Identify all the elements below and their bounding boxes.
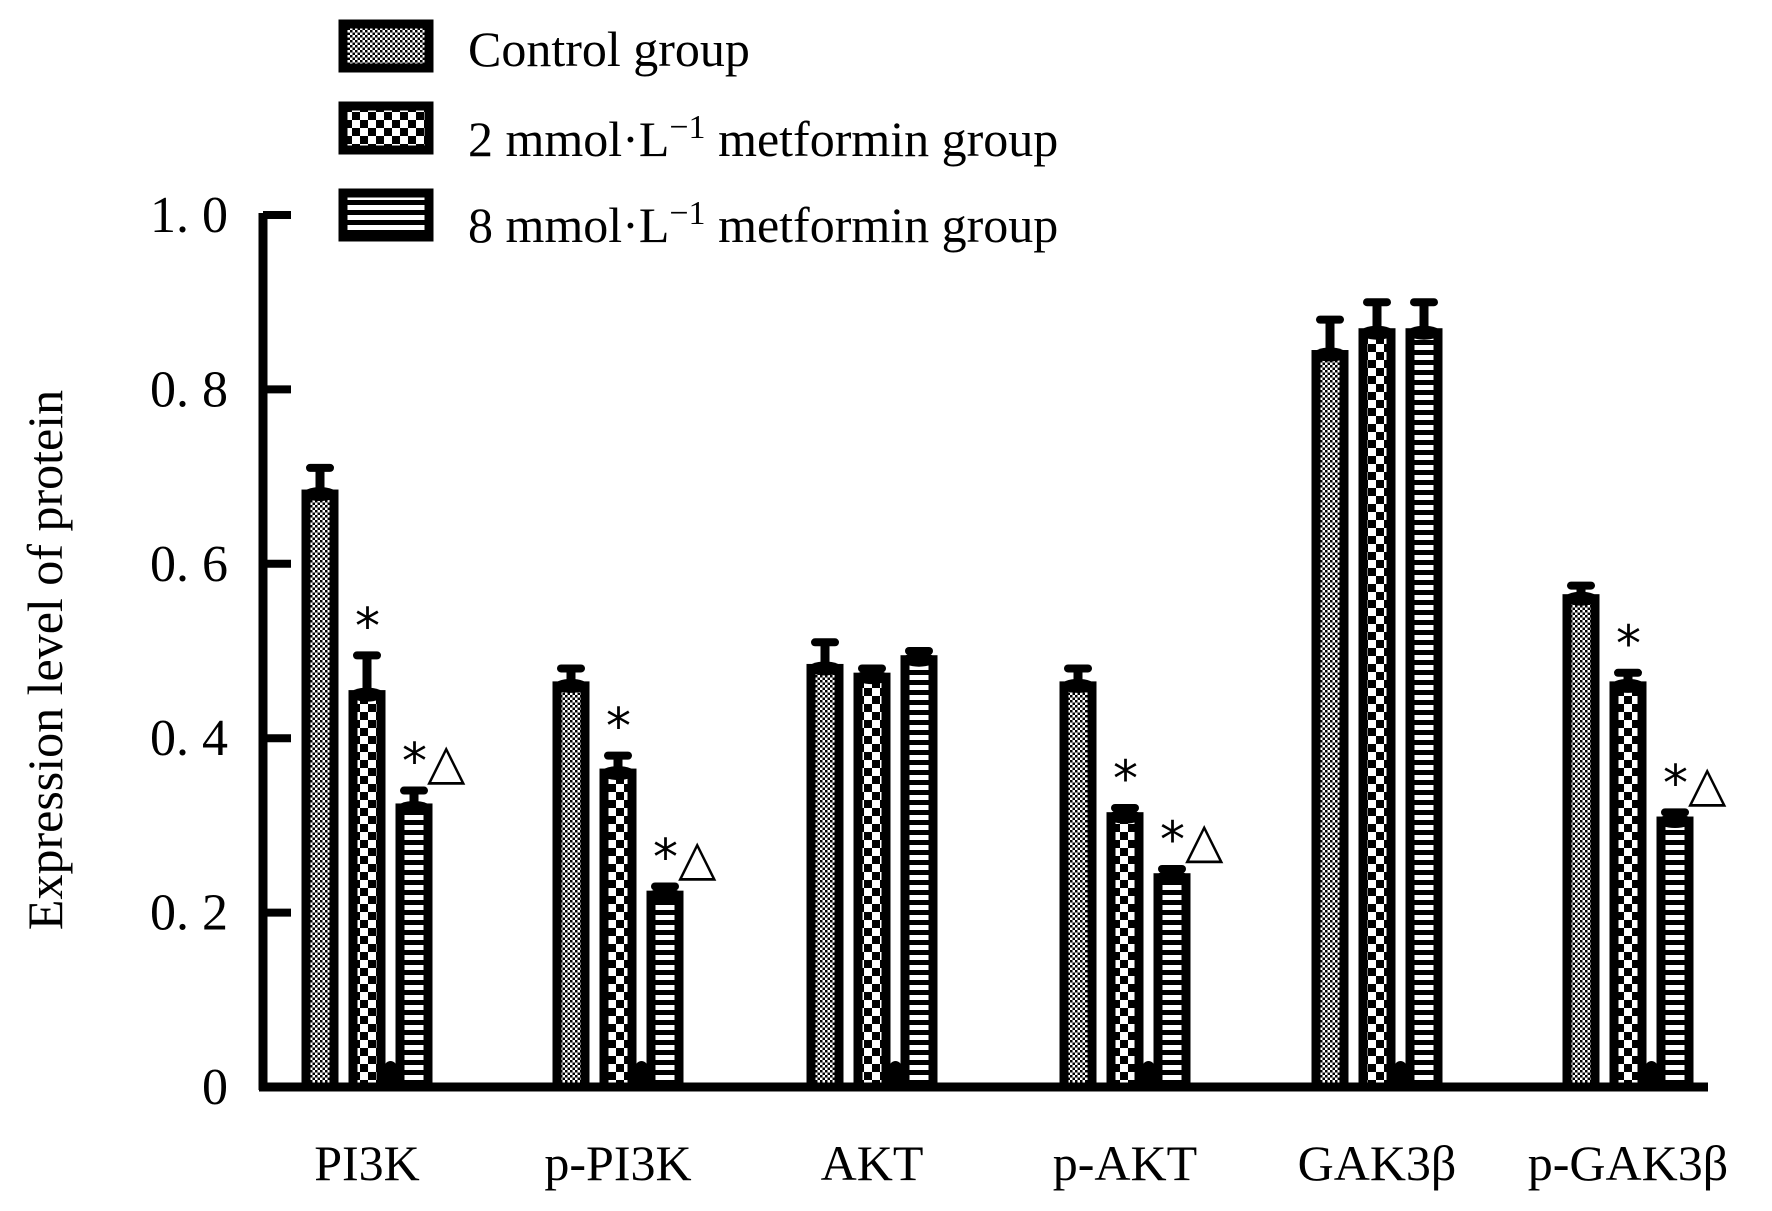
bar-cap — [855, 670, 889, 685]
significance-label: * — [355, 597, 380, 655]
bars: * *△ * *△ * *△ * *△ — [301, 298, 1727, 1092]
bar-gap-mark — [1645, 1061, 1658, 1087]
legend-item-2mmol: 2 mmol·L−1 metformin group — [338, 101, 1058, 168]
bar — [900, 655, 938, 1092]
significance-label: *△ — [1160, 811, 1224, 869]
bar — [1562, 594, 1600, 1092]
bar-cap — [1611, 678, 1645, 693]
bar-gap-mark — [384, 1061, 397, 1087]
x-tick-label: GAK3β — [1298, 1135, 1457, 1191]
bar — [348, 690, 386, 1092]
significance-label: * — [606, 698, 631, 756]
x-tick-label: p-GAK3β — [1528, 1135, 1728, 1191]
legend-label-2mmol: 2 mmol·L−1 metformin group — [468, 109, 1058, 168]
y-tick-label: 1. 0 — [150, 187, 228, 244]
y-tick-label: 0. 2 — [150, 885, 228, 942]
y-tick-label: 0 — [202, 1059, 228, 1116]
bar-cap — [1155, 870, 1189, 885]
bar — [599, 768, 637, 1092]
legend-swatch-2mmol — [338, 101, 434, 155]
bar — [301, 489, 339, 1092]
bar-gap-mark — [889, 1061, 902, 1087]
bar — [1609, 681, 1647, 1092]
legend: Control group 2 mmol·L−1 metformin group… — [338, 19, 1058, 254]
x-tick-label: p-PI3K — [544, 1135, 691, 1191]
x-tick-label: PI3K — [314, 1135, 420, 1191]
legend-item-control: Control group — [338, 19, 750, 77]
legend-item-8mmol: 8 mmol·L−1 metformin group — [338, 188, 1058, 254]
bar — [853, 672, 891, 1092]
significance-label: *△ — [402, 733, 466, 791]
bar — [1656, 816, 1694, 1092]
significance-label: * — [1113, 750, 1138, 808]
bar-cap — [397, 800, 431, 815]
bar — [552, 681, 590, 1092]
bar-cap — [1313, 347, 1347, 362]
bar-cap — [902, 652, 936, 667]
bar-cap — [303, 487, 337, 502]
legend-swatch-8mmol — [338, 188, 434, 242]
bar-cap — [601, 766, 635, 781]
bar — [1153, 873, 1191, 1092]
bar-gap-mark — [1394, 1061, 1407, 1087]
legend-swatch-control — [338, 19, 434, 73]
bar — [395, 803, 433, 1092]
bar — [1059, 681, 1097, 1092]
y-tick-label: 0. 4 — [150, 710, 228, 767]
bar-gap-mark — [1142, 1061, 1155, 1087]
bar-cap — [1108, 809, 1142, 824]
bar — [806, 663, 844, 1092]
bar — [1106, 812, 1144, 1092]
bar-cap — [1658, 814, 1692, 829]
x-tick-label: p-AKT — [1053, 1135, 1197, 1191]
bar-cap — [554, 678, 588, 693]
x-tick-label: AKT — [821, 1135, 924, 1191]
bar-cap — [648, 888, 682, 903]
bar — [1358, 328, 1396, 1092]
y-axis-label: Expression level of protein — [17, 390, 73, 930]
bar-cap — [1407, 325, 1441, 340]
bar-gap-mark — [635, 1061, 648, 1087]
bar-cap — [350, 687, 384, 702]
axes: 0 0. 2 0. 4 0. 6 0. 8 1. 0 — [150, 187, 1708, 1116]
legend-label-8mmol: 8 mmol·L−1 metformin group — [468, 195, 1058, 254]
bar-cap — [1360, 325, 1394, 340]
bar — [1311, 350, 1349, 1092]
significance-label: *△ — [653, 828, 717, 886]
bar — [646, 890, 684, 1092]
bar-cap — [1564, 591, 1598, 606]
bar — [1405, 328, 1443, 1092]
bar-cap — [1061, 678, 1095, 693]
y-tick-label: 0. 8 — [150, 361, 228, 418]
bar-cap — [808, 661, 842, 676]
x-tick-labels: PI3K p-PI3K AKT p-AKT GAK3β p-GAK3β — [314, 1135, 1728, 1191]
y-tick-label: 0. 6 — [150, 536, 228, 593]
significance-label: * — [1616, 615, 1641, 673]
legend-label-control: Control group — [468, 21, 750, 77]
significance-label: *△ — [1663, 754, 1727, 812]
